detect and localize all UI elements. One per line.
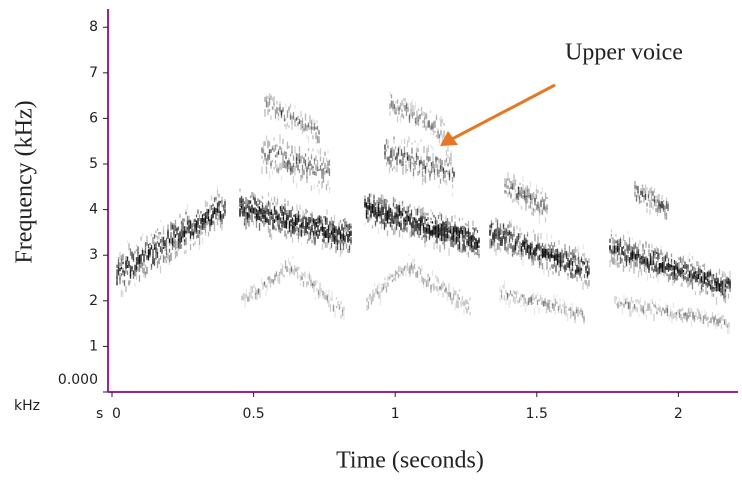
y-tick-label: 4 (89, 202, 98, 218)
y-tick-label: 3 (89, 247, 98, 263)
y-tick-label: 0.000 (58, 372, 98, 388)
x-tick-label: 0.5 (242, 406, 264, 422)
annotation-arrowhead (440, 131, 458, 146)
y-unit: kHz (14, 398, 40, 414)
y-tick-label: 7 (89, 65, 98, 81)
x-tick-label: 2 (674, 406, 683, 422)
spectrogram-texture (122, 91, 730, 335)
annotation-arrow (451, 83, 556, 141)
spectrogram-texture (122, 197, 731, 289)
y-tick-label: 1 (89, 338, 98, 354)
spectrogram-texture (123, 109, 731, 292)
spectrogram-image (116, 91, 731, 335)
x-tick-label: 1 (391, 406, 400, 422)
spectrogram-texture (117, 100, 730, 299)
spectrogram-texture (119, 93, 731, 329)
y-tick-label: 2 (89, 293, 98, 309)
x-tick-label: 0 (112, 406, 121, 422)
y-tick-label: 5 (89, 156, 98, 172)
x-unit: s (96, 406, 103, 422)
x-axis-label: Time (seconds) (336, 448, 484, 474)
y-tick-label: 6 (89, 110, 98, 126)
y-axis-label: Frequency (kHz) (12, 100, 38, 263)
x-tick-label: 1.5 (526, 406, 548, 422)
y-tick-label: 8 (89, 19, 98, 35)
annotation-text: Upper voice (565, 40, 683, 66)
spectrogram-texture (119, 201, 721, 292)
